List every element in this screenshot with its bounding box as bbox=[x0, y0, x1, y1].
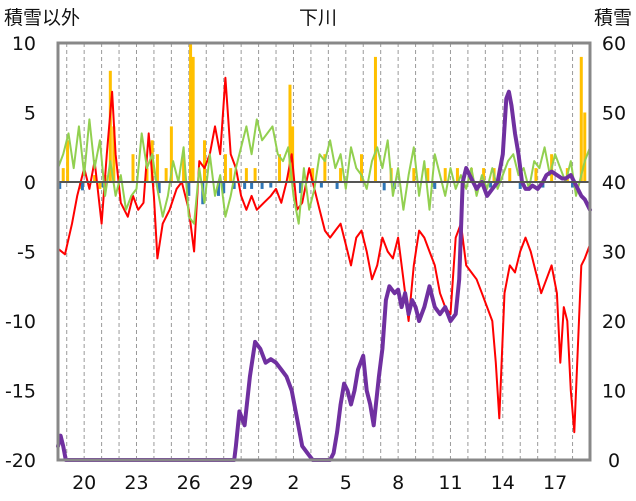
chart-title: 下川 bbox=[299, 7, 337, 29]
precipitation-bar bbox=[98, 182, 102, 189]
left-tick-label: -5 bbox=[17, 242, 36, 264]
negative_bars-bar bbox=[243, 182, 247, 189]
negative_bars-bar bbox=[489, 182, 493, 188]
negative_bars-bar bbox=[298, 182, 302, 194]
x-axis-ticks: 20 23 26 29 2 5 8 11 14 17 bbox=[72, 472, 567, 494]
precipitation-bar bbox=[339, 168, 343, 182]
precipitation-bar bbox=[508, 168, 512, 182]
precipitation-bar bbox=[373, 56, 377, 182]
x-tick-label: 23 bbox=[124, 472, 148, 494]
precipitation-bar bbox=[360, 154, 364, 182]
precipitation-bar bbox=[191, 56, 195, 182]
left-tick-label: 0 bbox=[24, 172, 36, 194]
negative_bars-bar bbox=[157, 182, 161, 194]
right-tick-label: 60 bbox=[602, 33, 626, 55]
negative_bars-bar bbox=[260, 182, 264, 189]
precipitation-bar bbox=[108, 70, 112, 182]
negative_bars-bar bbox=[382, 182, 386, 191]
x-tick-label: 11 bbox=[438, 472, 462, 494]
precipitation-bar bbox=[482, 168, 486, 182]
precipitation-bar bbox=[66, 140, 70, 182]
plot-frame bbox=[56, 41, 592, 462]
precipitation-bar bbox=[131, 154, 135, 182]
negative_bars-bar bbox=[335, 182, 339, 189]
left-tick-label: -15 bbox=[5, 381, 36, 403]
x-tick-label: 8 bbox=[392, 472, 404, 494]
snow_depth-line bbox=[56, 89, 592, 462]
negative_bars-bar bbox=[319, 182, 323, 188]
negative_bars-bar bbox=[187, 182, 191, 196]
negative_bars-bar bbox=[433, 182, 437, 189]
precipitation-bar bbox=[579, 56, 583, 182]
precipitation-bar bbox=[412, 168, 416, 182]
temperature-line bbox=[57, 76, 591, 434]
x-tick-label: 5 bbox=[340, 472, 352, 494]
precipitation-bar bbox=[244, 168, 248, 182]
negative_bars-bar bbox=[571, 182, 575, 188]
negative_bars-bar bbox=[250, 182, 254, 189]
precipitation-bar bbox=[93, 175, 97, 182]
negative_bars-bar bbox=[222, 182, 226, 194]
precipitation-bar bbox=[455, 168, 459, 182]
negative_bars-bar bbox=[216, 182, 220, 196]
left-tick-label: -10 bbox=[5, 311, 36, 333]
precipitation-bar bbox=[182, 154, 186, 182]
negative_bars-bar bbox=[232, 182, 236, 189]
left-axis-ticks: 10 5 0 -5 -10 -15 -20 bbox=[5, 33, 36, 472]
x-tick-label: 14 bbox=[491, 472, 515, 494]
precipitation-bar bbox=[155, 154, 159, 182]
precipitation-bar bbox=[253, 168, 257, 182]
left-tick-label: 5 bbox=[24, 103, 36, 125]
precipitation-bar bbox=[189, 43, 193, 182]
negative_bars-bar bbox=[518, 182, 522, 189]
right-tick-label: 30 bbox=[602, 242, 626, 264]
precipitation-bar bbox=[534, 168, 538, 182]
x-tick-label: 20 bbox=[72, 472, 96, 494]
negative_bars-bar bbox=[269, 182, 273, 188]
right-tick-label: 0 bbox=[608, 450, 620, 472]
left-axis-label: 積雪以外 bbox=[4, 7, 80, 29]
right-tick-label: 40 bbox=[602, 172, 626, 194]
precipitation-bar bbox=[203, 140, 207, 182]
x-tick-label: 17 bbox=[543, 472, 567, 494]
x-tick-label: 29 bbox=[229, 472, 253, 494]
precipitation-bar bbox=[426, 168, 430, 182]
right-axis-label: 積雪 bbox=[594, 7, 632, 29]
precipitation-bar bbox=[145, 168, 149, 182]
right-tick-label: 20 bbox=[602, 311, 626, 333]
precipitation-bar bbox=[61, 168, 65, 182]
left-tick-label: 10 bbox=[12, 33, 36, 55]
right-tick-label: 10 bbox=[602, 381, 626, 403]
x-tick-label: 2 bbox=[287, 472, 299, 494]
precipitation-bar bbox=[443, 168, 447, 182]
precipitation-bar bbox=[278, 154, 282, 182]
right-tick-label: 50 bbox=[602, 103, 626, 125]
left-tick-label: -20 bbox=[5, 450, 36, 472]
negative_bars-bar bbox=[58, 182, 62, 189]
precipitation-bar bbox=[169, 126, 173, 182]
precipitation-bar bbox=[164, 168, 168, 182]
right-axis-ticks: 60 50 40 30 20 10 0 bbox=[602, 33, 626, 472]
precipitation-bar bbox=[288, 84, 292, 182]
x-tick-label: 26 bbox=[177, 472, 201, 494]
precipitation-bar bbox=[112, 126, 116, 182]
line-layer bbox=[56, 76, 592, 462]
precipitation-bar bbox=[583, 112, 587, 182]
precipitation-bar bbox=[311, 168, 315, 182]
wind-line bbox=[57, 118, 591, 225]
negative_bars-bar bbox=[80, 182, 84, 191]
precipitation-bar bbox=[323, 154, 327, 182]
precipitation-bar bbox=[150, 140, 154, 182]
precipitation-bar bbox=[229, 168, 233, 182]
precipitation-bar bbox=[223, 154, 227, 182]
